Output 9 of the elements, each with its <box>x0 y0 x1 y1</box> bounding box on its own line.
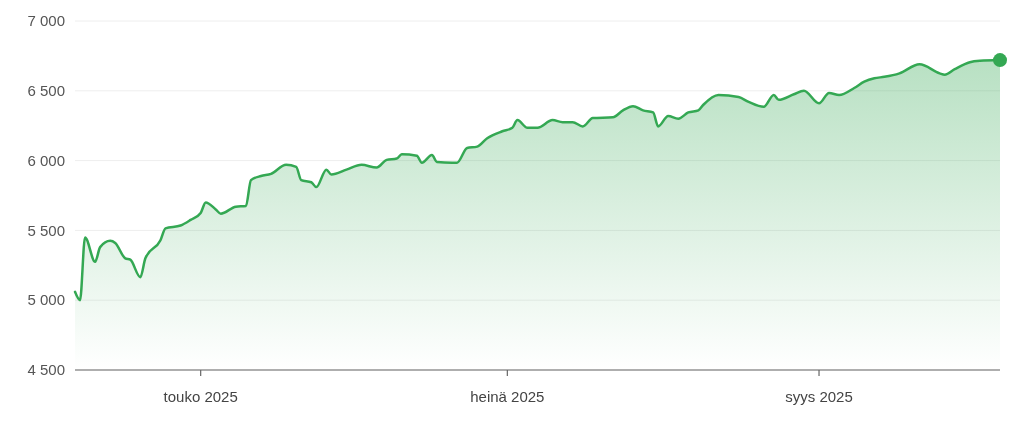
x-tick-label: heinä 2025 <box>470 388 545 405</box>
y-tick-label: 6 000 <box>27 151 65 169</box>
y-tick-label: 6 500 <box>27 82 65 100</box>
x-tick-label: syys 2025 <box>785 388 853 405</box>
y-tick-label: 4 500 <box>27 361 65 379</box>
x-tick-label: touko 2025 <box>163 388 238 405</box>
y-tick-label: 5 500 <box>27 221 65 239</box>
y-tick-label: 5 000 <box>27 291 65 309</box>
y-tick-label: 7 000 <box>27 12 65 30</box>
